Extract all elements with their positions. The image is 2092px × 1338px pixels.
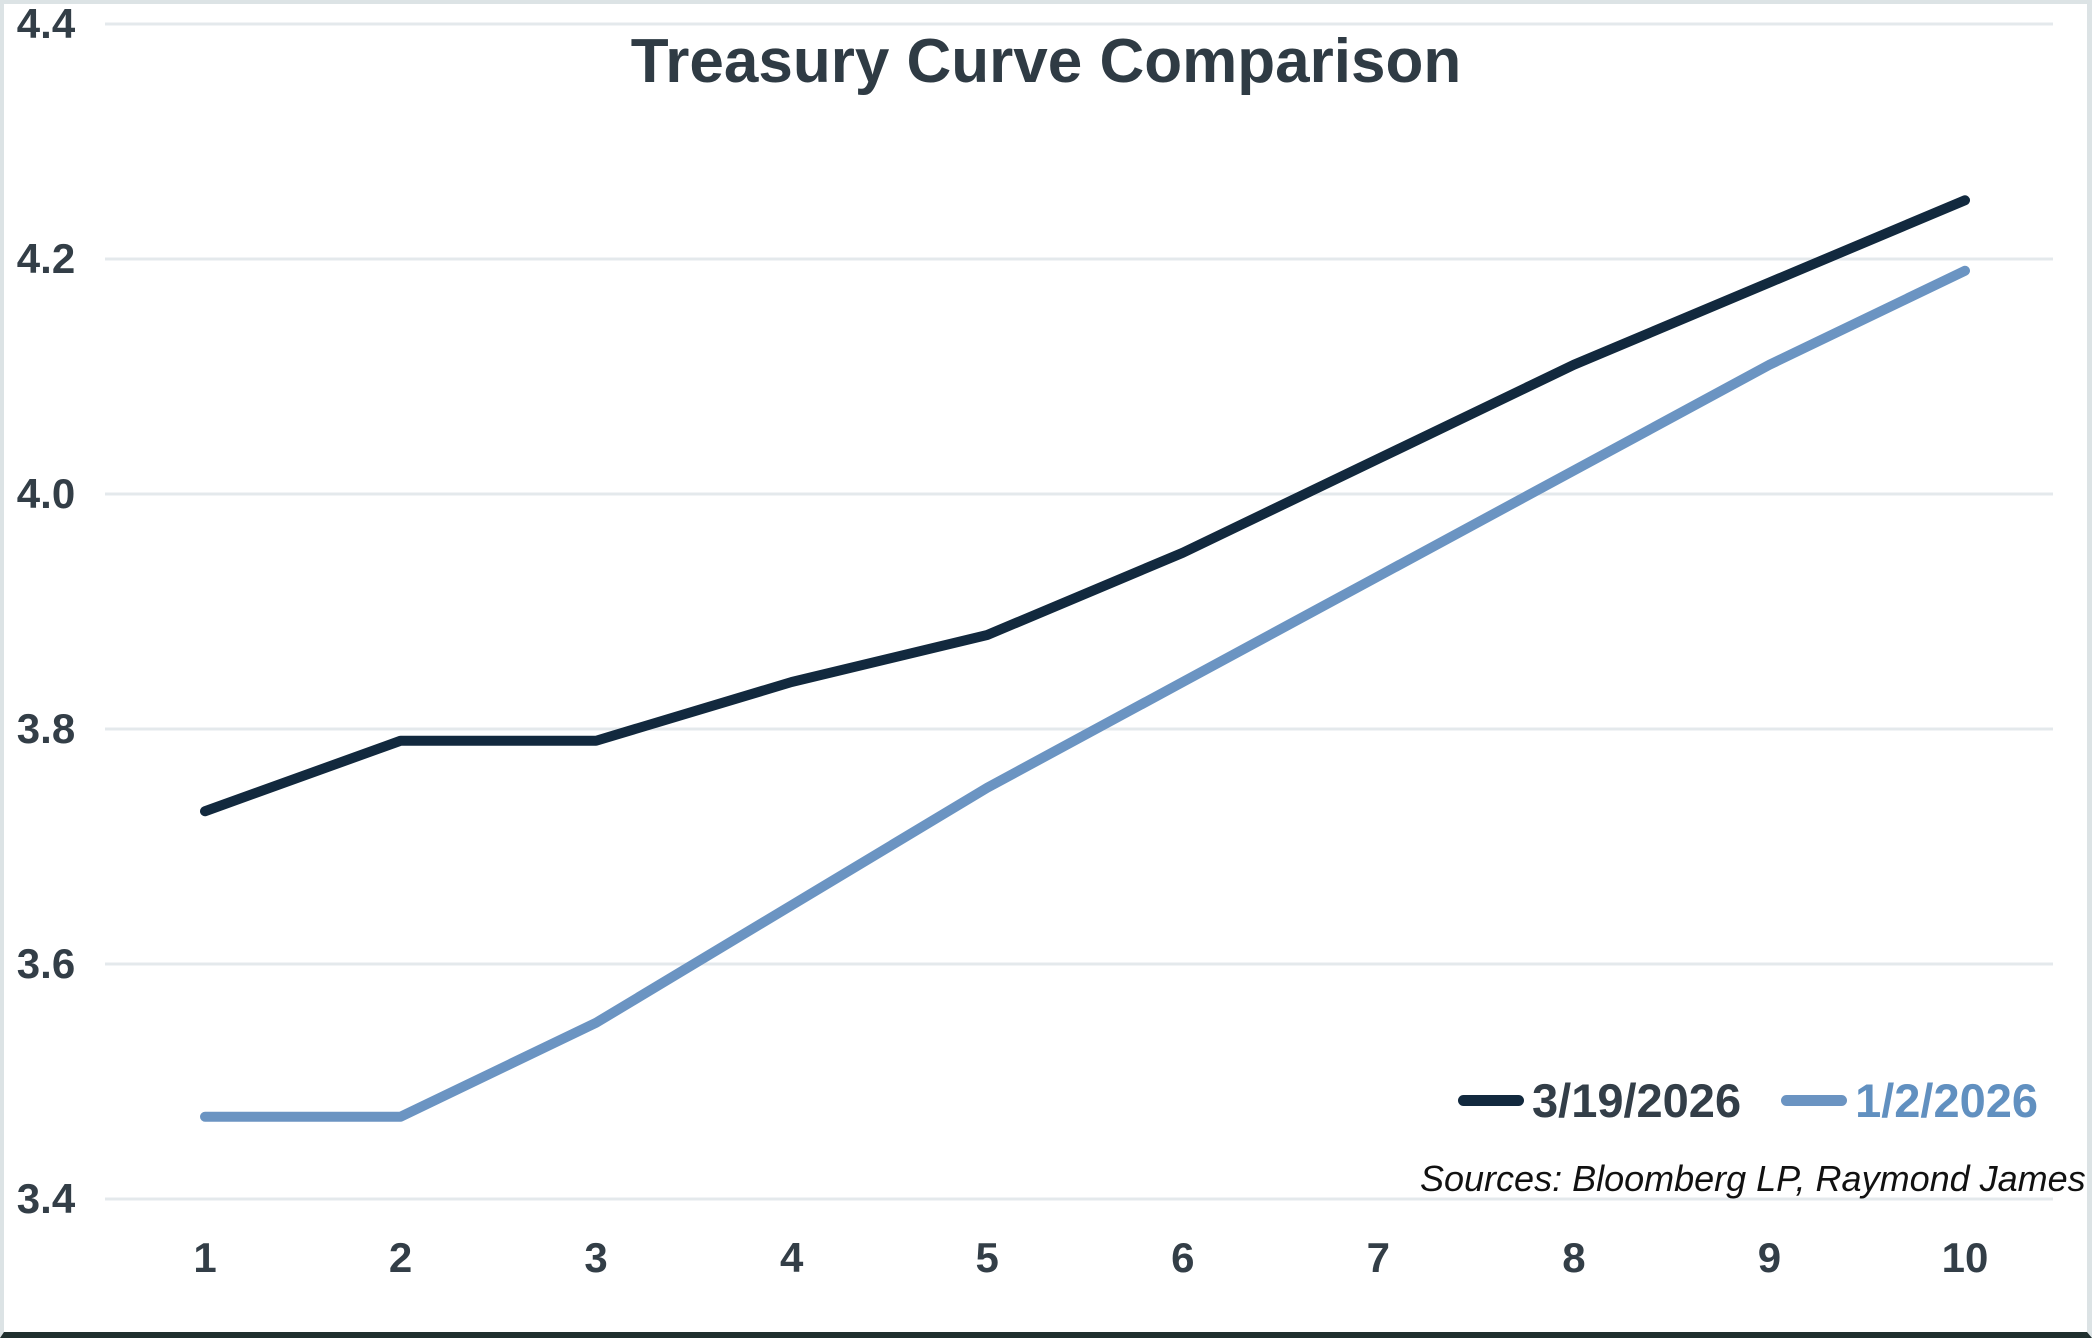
legend-label: 3/19/2026 bbox=[1532, 1073, 1742, 1127]
x-axis-tick-label: 3 bbox=[584, 1234, 607, 1281]
y-axis-tick-label: 4.0 bbox=[17, 470, 75, 517]
x-axis-tick-label: 8 bbox=[1562, 1234, 1585, 1281]
y-axis-tick-label: 4.2 bbox=[17, 235, 75, 282]
y-axis-tick-label: 3.4 bbox=[17, 1175, 76, 1222]
y-axis-tick-label: 4.4 bbox=[17, 0, 76, 47]
legend-line-swatch-dark-icon bbox=[1458, 1094, 1524, 1106]
y-axis-tick-label: 3.8 bbox=[17, 705, 75, 752]
legend-item-1-2-2026: 1/2/2026 bbox=[1781, 1073, 2038, 1128]
series-line-3-19-2026 bbox=[200, 195, 1970, 817]
legend-item-3-19-2026: 3/19/2026 bbox=[1458, 1073, 1741, 1128]
x-axis-tick-label: 10 bbox=[1942, 1234, 1989, 1281]
y-axis-tick-label: 3.6 bbox=[17, 940, 75, 987]
x-axis-tick-label: 2 bbox=[389, 1234, 412, 1281]
x-axis-tick-label: 9 bbox=[1758, 1234, 1781, 1281]
x-axis-tick-label: 5 bbox=[976, 1234, 999, 1281]
series-line-1-2-2026 bbox=[200, 265, 1970, 1122]
x-axis-tick-label: 4 bbox=[780, 1234, 804, 1281]
chart-legend: 3/19/2026 1/2/2026 bbox=[1458, 1072, 2038, 1128]
x-axis-tick-label: 1 bbox=[193, 1234, 216, 1281]
chart-title: Treasury Curve Comparison bbox=[630, 27, 1462, 96]
source-note: Sources: Bloomberg LP, Raymond James bbox=[1420, 1158, 2086, 1199]
legend-line-swatch-blue-icon bbox=[1781, 1094, 1848, 1106]
legend-label: 1/2/2026 bbox=[1855, 1073, 2039, 1127]
x-axis-tick-label: 6 bbox=[1171, 1234, 1194, 1281]
x-axis-tick-label: 7 bbox=[1367, 1234, 1390, 1281]
